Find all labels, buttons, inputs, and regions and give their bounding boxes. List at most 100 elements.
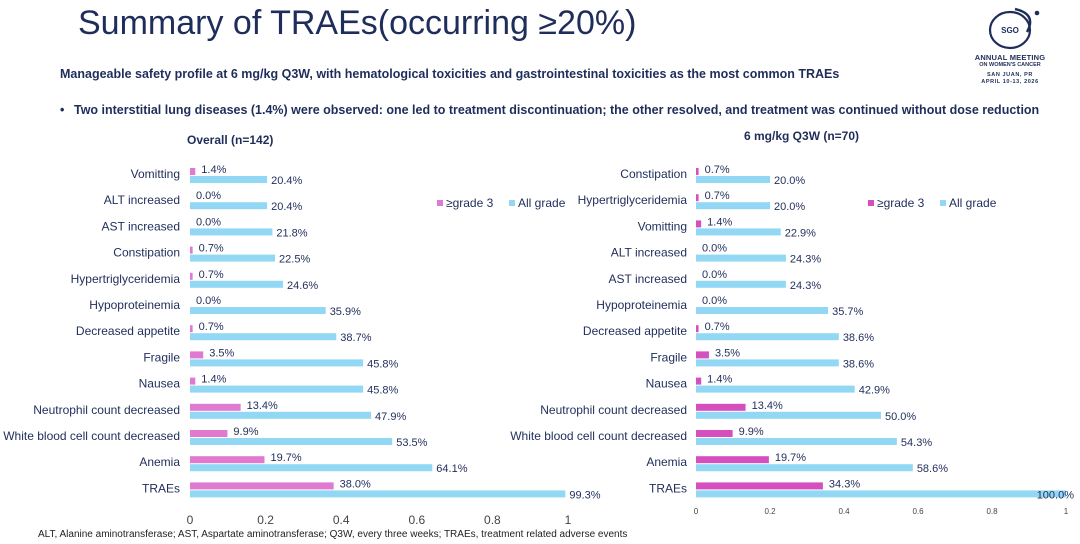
chart1-legend-grade3-swatch (868, 200, 874, 206)
chart1-all-grade-value-label: 58.6% (917, 463, 948, 475)
chart1-all-grade-value-label: 38.6% (843, 332, 874, 344)
chart1-bar-all-grade (696, 176, 770, 183)
chart1-all-grade-value-label: 20.0% (774, 175, 805, 187)
chart1-x-tick-label: 0.4 (838, 507, 850, 516)
chart0-category-label: Nausea (139, 377, 181, 391)
chart1-bar-grade3 (696, 403, 746, 411)
chart1-grade3-value-label: 0.7% (705, 321, 730, 333)
chart0-category-label: Constipation (113, 246, 180, 260)
chart1-legend-grade3-label: ≥grade 3 (877, 196, 925, 210)
chart1-bar-all-grade (696, 333, 839, 341)
chart1-grade3-value-label: 3.5% (715, 347, 740, 359)
chart1-grade3-value-label: 1.4% (707, 374, 732, 386)
chart1-category-label: Vomitting (638, 219, 687, 233)
chart0-category-label: Anemia (139, 455, 180, 469)
chart0-legend-grade3-swatch (437, 200, 443, 206)
bullet-marker: • (60, 103, 65, 117)
chart0-bar-all-grade (190, 333, 337, 341)
chart1-category-label: Anemia (646, 455, 687, 469)
chart0-bar-grade3 (190, 482, 334, 490)
bullet-point: • Two interstitial lung diseases (1.4%) w… (60, 102, 1050, 118)
chart1-bar-all-grade (696, 307, 829, 314)
chart0-bar-grade3 (190, 325, 193, 333)
chart0-grade3-value-label: 13.4% (247, 400, 278, 412)
sgo-logo-mark-icon: SGO (988, 7, 1040, 50)
chart0-category-label: Neutrophil count decreased (33, 403, 180, 417)
chart1-grade3-value-label: 0.7% (705, 164, 730, 176)
chart0-bar-all-grade (190, 411, 372, 419)
chart1-bar-grade3 (696, 456, 769, 464)
chart1-grade3-value-label: 0.7% (705, 190, 730, 202)
chart1-bar-all-grade (696, 438, 897, 445)
chart0-bar-all-grade (190, 228, 273, 236)
chart0-legend-all-grade-label: All grade (518, 196, 566, 210)
bullet-text: Two interstitial lung diseases (1.4%) we… (74, 103, 1040, 117)
chart1-bar-all-grade (696, 464, 913, 472)
chart0-bar-all-grade (190, 438, 393, 445)
chart0-bar-grade3 (190, 377, 196, 385)
chart0-all-grade-value-label: 35.9% (330, 306, 361, 318)
chart0-bar-grade3 (190, 403, 241, 411)
chart1-bar-all-grade (696, 490, 1066, 498)
chart0-x-tick-label: 1 (565, 513, 572, 527)
chart1-x-tick-label: 0.8 (986, 507, 998, 516)
chart0-title: Overall (n=142) (187, 133, 273, 147)
chart1-category-label: Fragile (650, 350, 687, 364)
chart0-category-label: Hypoproteinemia (89, 298, 180, 312)
chart0-all-grade-value-label: 20.4% (271, 175, 302, 187)
chart0-all-grade-value-label: 47.9% (375, 411, 406, 423)
chart1-category-label: White blood cell count decreased (510, 429, 687, 443)
chart1-title: 6 mg/kg Q3W (n=70) (744, 129, 859, 143)
chart1-category-label: TRAEs (649, 481, 687, 495)
sgo-logo: SGO ANNUAL MEETING ON WOMEN'S CANCER SAN… (960, 6, 1060, 90)
chart1-all-grade-value-label: 20.0% (774, 201, 805, 213)
chart1-bar-grade3 (696, 168, 699, 175)
logo-mark-text: SGO (1001, 26, 1019, 35)
chart0-legend-all-grade-swatch (509, 200, 515, 206)
chart1-bar-grade3 (696, 220, 702, 228)
chart0-bar-grade3 (190, 351, 204, 359)
chart0-grade3-value-label: 0.7% (199, 321, 224, 333)
chart0-all-grade-value-label: 53.5% (396, 437, 427, 449)
logo-line-2: ON WOMEN'S CANCER (979, 62, 1041, 68)
chart1-category-label: Hypoproteinemia (596, 298, 687, 312)
chart1-bar-grade3 (696, 430, 733, 437)
chart1-x-tick-label: 1 (1064, 507, 1069, 516)
chart1-bar-grade3 (696, 482, 823, 490)
chart1-legend-all-grade-swatch (940, 200, 946, 206)
chart1-grade3-value-label: 13.4% (752, 400, 783, 412)
chart0-bar-grade3 (190, 246, 193, 254)
logo-line-4: APRIL 10-13, 2026 (981, 79, 1039, 85)
chart0-bar-all-grade (190, 307, 326, 314)
chart0-bar-all-grade (190, 490, 566, 498)
chart1-category-label: Constipation (620, 167, 687, 181)
chart0-category-label: ALT increased (104, 193, 180, 207)
chart0-grade3-value-label: 38.0% (340, 478, 371, 490)
chart1-bar-all-grade (696, 254, 786, 262)
chart0-category-label: Vomitting (131, 167, 180, 181)
chart1-category-label: Nausea (646, 377, 688, 391)
chart0-bar-grade3 (190, 272, 193, 280)
chart1-all-grade-value-label: 24.3% (790, 280, 821, 292)
chart1-bar-grade3 (696, 377, 702, 385)
logo-line-1: ANNUAL MEETING (974, 53, 1046, 62)
chart0-legend-grade3-label: ≥grade 3 (446, 196, 494, 210)
chart1-category-label: Neutrophil count decreased (540, 403, 687, 417)
chart1-grade3-value-label: 9.9% (739, 426, 764, 438)
chart1-category-label: ALT increased (611, 246, 687, 260)
chart1-grade3-value-label: 19.7% (775, 452, 806, 464)
chart0-grade3-value-label: 0.7% (199, 269, 224, 281)
chart1-bar-all-grade (696, 280, 786, 288)
chart0-grade3-value-label: 0.0% (196, 295, 221, 307)
chart0-grade3-value-label: 0.0% (196, 216, 221, 228)
chart1-bar-grade3 (696, 351, 709, 359)
chart1-category-label: Decreased appetite (583, 324, 687, 338)
chart0-bar-all-grade (190, 176, 268, 183)
chart0-x-tick-label: 0.6 (408, 513, 425, 527)
chart0-grade3-value-label: 9.9% (233, 426, 258, 438)
chart1-bar-all-grade (696, 411, 881, 419)
chart0-x-tick-label: 0 (187, 513, 194, 527)
chart1-all-grade-value-label: 54.3% (901, 437, 932, 449)
chart0-bar-all-grade (190, 464, 433, 472)
